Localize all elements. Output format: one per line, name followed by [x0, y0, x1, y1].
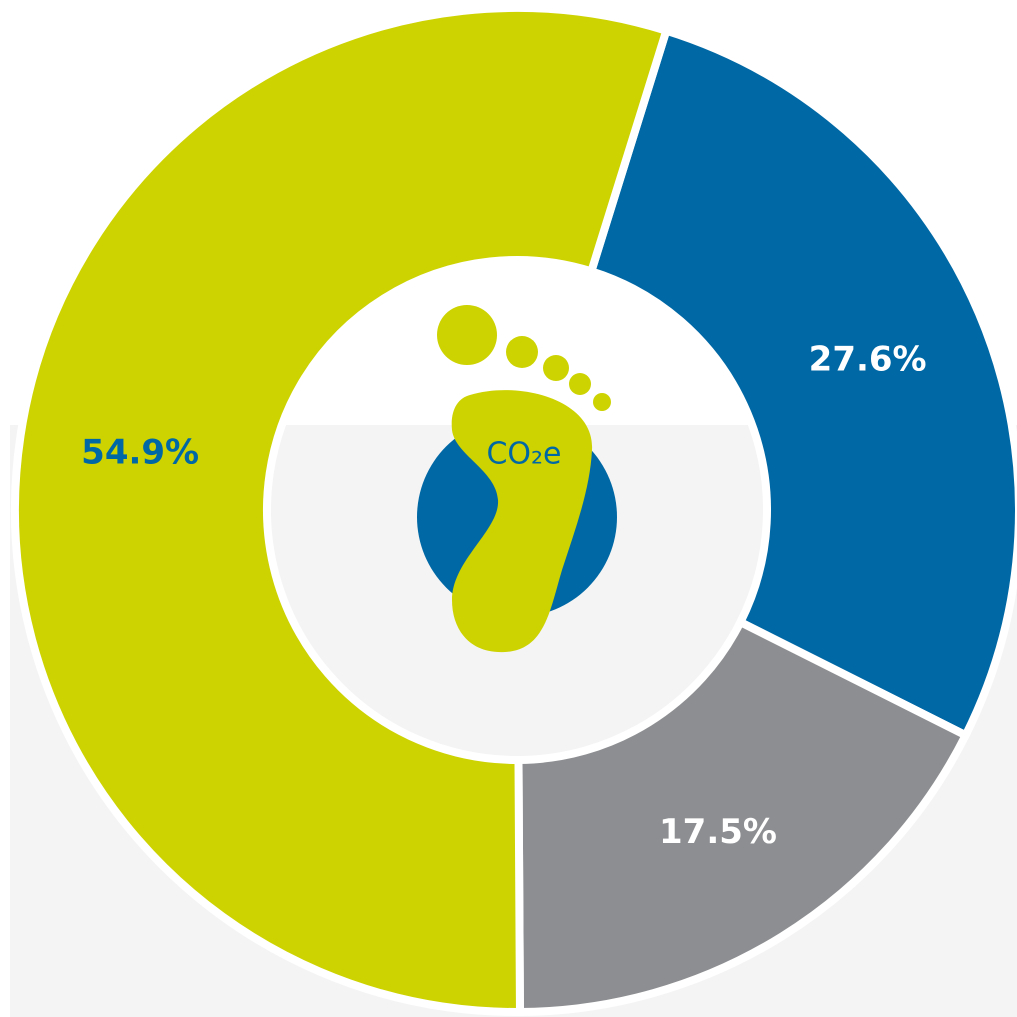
value-label: 17.5%	[659, 812, 777, 852]
center-label: CO₂e	[486, 437, 561, 472]
slices	[11, 4, 1017, 1017]
toe	[543, 355, 569, 381]
footprint	[451, 390, 593, 653]
center-icon: CO₂e	[417, 305, 617, 653]
labels: 27.6% 17.5% 54.9%	[81, 340, 926, 853]
toe	[437, 305, 497, 365]
value-label: 54.9%	[81, 432, 199, 472]
toe	[569, 373, 591, 395]
toe	[506, 336, 538, 368]
toe	[593, 393, 611, 411]
slice	[11, 4, 672, 1016]
slice	[586, 25, 1017, 741]
value-label: 27.6%	[809, 340, 927, 380]
slice	[514, 616, 972, 1017]
